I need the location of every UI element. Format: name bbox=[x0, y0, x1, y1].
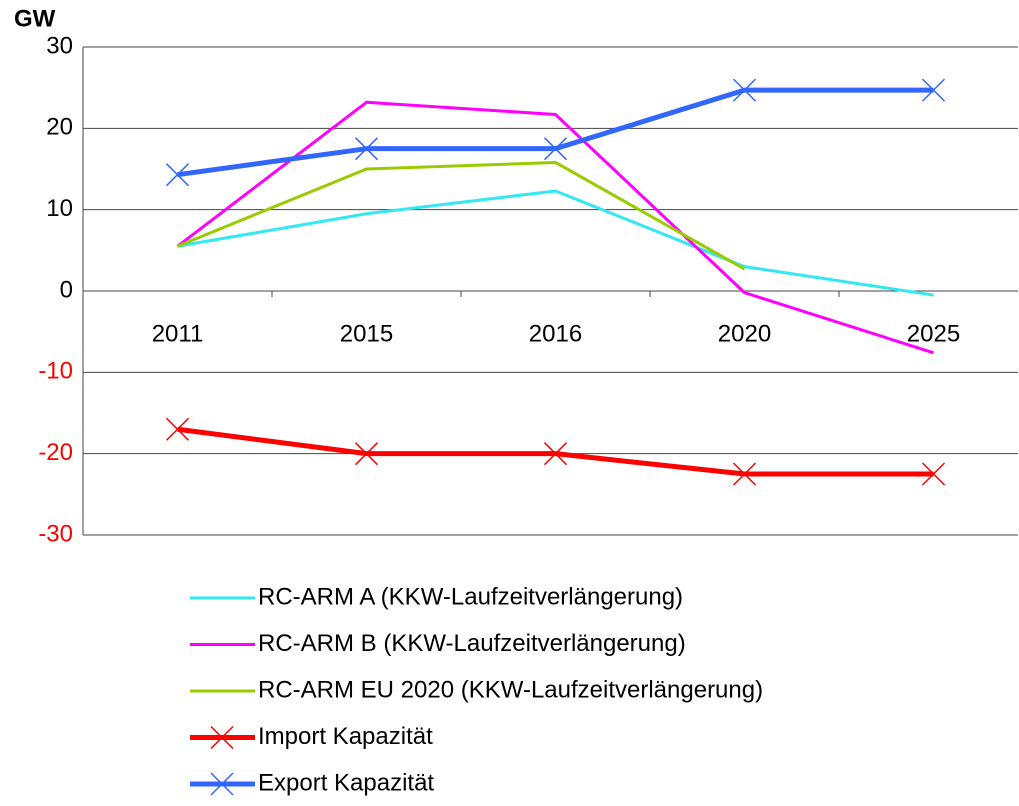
legend-label: Export Kapazität bbox=[258, 769, 434, 796]
y-axis-label: GW bbox=[14, 5, 56, 32]
x-tick-label: 2015 bbox=[340, 320, 393, 347]
legend-label: Import Kapazität bbox=[258, 723, 433, 750]
legend-label: RC-ARM B (KKW-Laufzeitverlängerung) bbox=[258, 630, 686, 657]
x-tick-label: 2025 bbox=[907, 320, 960, 347]
y-tick-label: 30 bbox=[46, 32, 73, 59]
point-marker bbox=[354, 442, 379, 466]
point-marker bbox=[732, 78, 757, 102]
series-line bbox=[176, 100, 934, 355]
x-tick-label: 2011 bbox=[152, 320, 204, 347]
point-marker bbox=[354, 137, 379, 161]
point-marker bbox=[543, 442, 568, 466]
point-marker bbox=[732, 462, 757, 486]
legend-label: RC-ARM EU 2020 (KKW-Laufzeitverlängerung… bbox=[258, 676, 763, 703]
point-marker bbox=[921, 462, 946, 486]
series-line bbox=[176, 160, 746, 271]
y-tick-label: 10 bbox=[46, 195, 73, 222]
y-tick-label: -20 bbox=[38, 439, 73, 466]
point-marker bbox=[165, 163, 190, 187]
legend-marker bbox=[210, 772, 234, 796]
series-line bbox=[177, 426, 934, 477]
point-marker bbox=[921, 78, 946, 102]
y-tick-label: 20 bbox=[46, 114, 73, 141]
legend-marker bbox=[210, 725, 234, 750]
point-marker bbox=[543, 137, 568, 161]
legend-label: RC-ARM A (KKW-Laufzeitverlängerung) bbox=[258, 583, 683, 610]
x-tick-label: 2020 bbox=[718, 320, 771, 347]
point-marker bbox=[165, 417, 190, 441]
y-tick-label: -10 bbox=[38, 358, 73, 385]
y-tick-label: -30 bbox=[38, 520, 73, 547]
x-tick-label: 2016 bbox=[529, 320, 582, 347]
series-line bbox=[177, 189, 934, 297]
y-tick-label: 0 bbox=[60, 276, 73, 303]
